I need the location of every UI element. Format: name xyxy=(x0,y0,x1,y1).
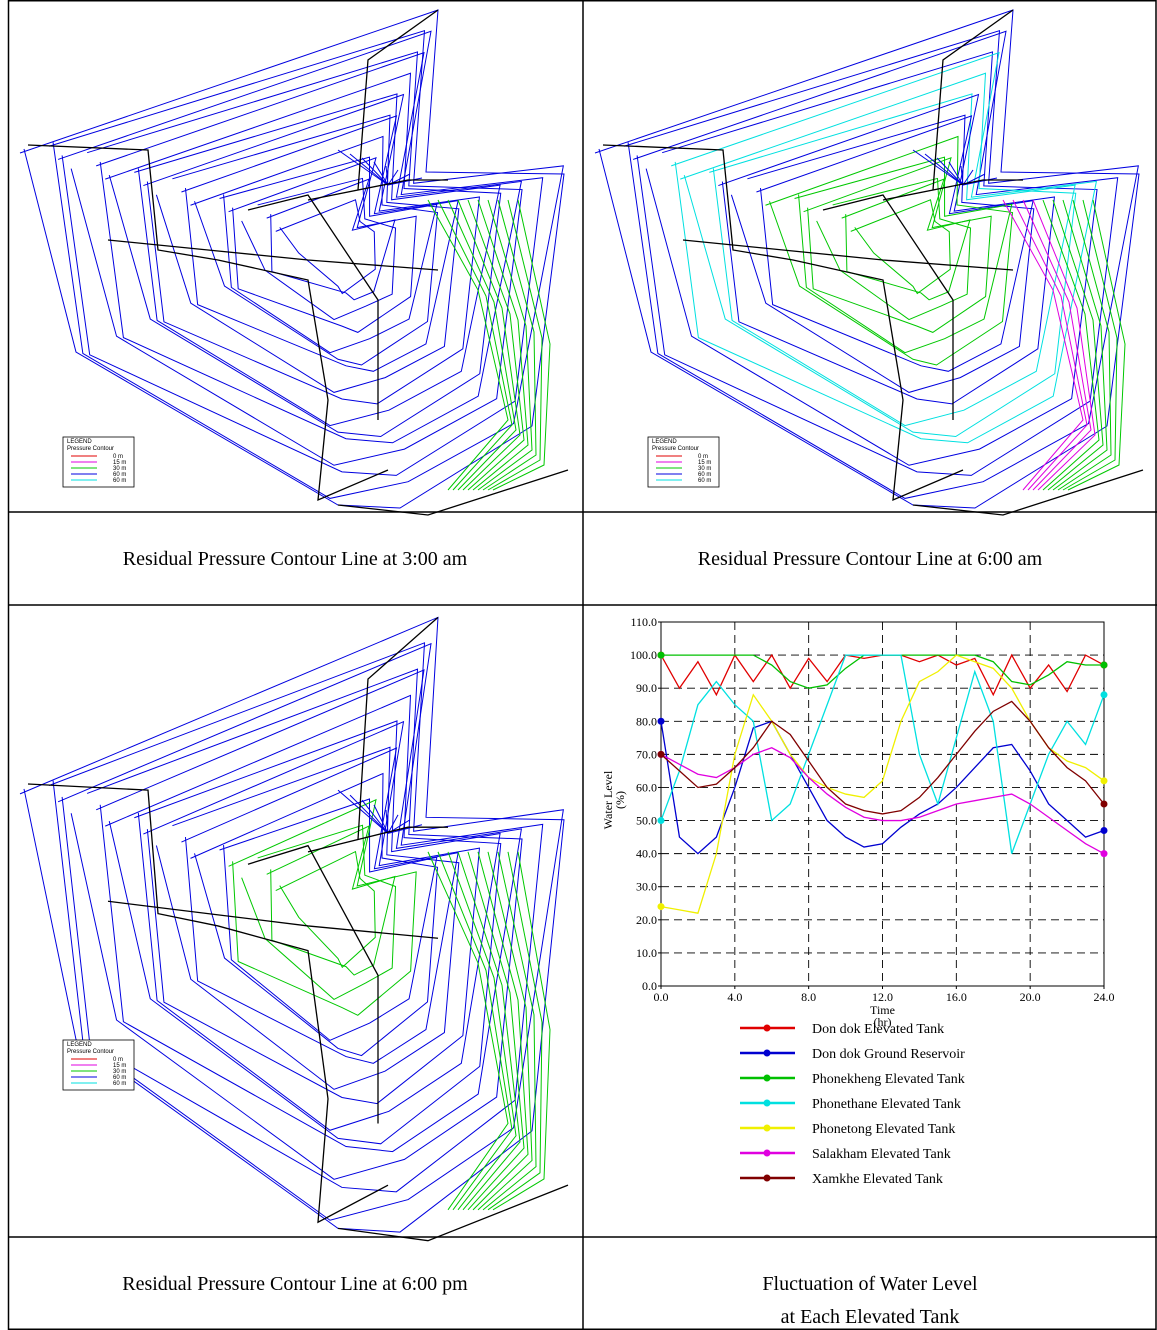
legend-marker xyxy=(764,1050,771,1057)
contour-line xyxy=(143,722,479,1104)
legend-marker xyxy=(764,1175,771,1182)
x-tick-label: 12.0 xyxy=(872,990,893,1004)
maps: LEGENDPressure Contour0 m15 m30 m60 m60 … xyxy=(20,10,1143,1241)
contour-line xyxy=(58,644,543,1192)
legend-label: Phonethane Elevated Tank xyxy=(812,1097,961,1112)
series-marker xyxy=(658,652,665,659)
caption: Fluctuation of Water Level xyxy=(762,1273,978,1295)
x-tick-label: 24.0 xyxy=(1094,990,1115,1004)
y-tick-label: 90.0 xyxy=(636,681,657,695)
contour-line xyxy=(49,31,563,499)
caption: Residual Pressure Contour Line at 6:00 p… xyxy=(122,1273,468,1295)
series-marker xyxy=(1101,777,1108,784)
map-legend-title: LEGEND xyxy=(652,439,677,445)
legend-marker xyxy=(764,1100,771,1107)
contour-line xyxy=(478,200,532,490)
y-tick-label: 80.0 xyxy=(636,714,657,728)
contour-line xyxy=(191,773,438,1055)
contour-line xyxy=(633,31,1118,475)
y-tick-label: 10.0 xyxy=(636,946,657,960)
series-marker xyxy=(658,817,665,824)
document: LEGENDPressure Contour0 m15 m30 m60 m60 … xyxy=(0,0,1157,1330)
series-marker xyxy=(1101,827,1108,834)
contour-line xyxy=(766,137,1013,366)
contour-line xyxy=(756,116,1033,371)
contour-line xyxy=(448,852,516,1210)
contour-line xyxy=(949,162,963,185)
legend-label: Phonekheng Elevated Tank xyxy=(812,1072,965,1087)
contour-line xyxy=(267,826,395,975)
contour-line xyxy=(851,200,951,294)
contour-line xyxy=(191,137,438,366)
x-tick-label: 4.0 xyxy=(727,990,742,1004)
contour-line xyxy=(842,179,970,300)
contour-line xyxy=(624,31,1138,499)
y-tick-label: 40.0 xyxy=(636,847,657,861)
legend-marker xyxy=(764,1025,771,1032)
contour-line xyxy=(276,200,376,294)
series-marker xyxy=(1101,801,1108,808)
y-tick-label: 100.0 xyxy=(630,648,657,662)
series-marker xyxy=(658,718,665,725)
x-tick-label: 16.0 xyxy=(946,990,967,1004)
contour-line xyxy=(478,852,532,1210)
map-legend-title: LEGEND xyxy=(67,1042,92,1048)
contour-line xyxy=(181,116,458,371)
legend-label: Phonetong Elevated Tank xyxy=(812,1122,955,1137)
y-tick-label: 50.0 xyxy=(636,814,657,828)
map-legend-subtitle: Pressure Contour xyxy=(67,1049,114,1055)
chart: 0.0 10.0 20.0 30.0 40.0 50.0 60.0 70.0 80.0 90.0 1… xyxy=(601,615,1115,1187)
contour-line xyxy=(374,162,388,185)
caption: Residual Pressure Contour Line at 3:00 a… xyxy=(123,548,468,570)
caption: at Each Elevated Tank xyxy=(781,1306,960,1328)
x-tick-label: 0.0 xyxy=(654,990,669,1004)
legend-marker xyxy=(764,1125,771,1132)
pipe-network xyxy=(28,784,388,1222)
y-tick-label: 60.0 xyxy=(636,780,657,794)
page: { "maps": [ {"legend": {"title": "LEGEND… xyxy=(0,0,1157,1330)
contour-map: LEGENDPressure Contour0 m15 m30 m60 m60 … xyxy=(595,10,1143,515)
contour-line xyxy=(1053,200,1107,490)
map-legend-label: 60 m xyxy=(698,478,711,484)
contour-line xyxy=(267,179,395,300)
map-legend-subtitle: Pressure Contour xyxy=(652,446,699,452)
legend-label: Don dok Ground Reservoir xyxy=(812,1047,965,1062)
series-marker xyxy=(1101,662,1108,669)
series-marker xyxy=(658,751,665,758)
map-legend-subtitle: Pressure Contour xyxy=(67,446,114,452)
y-tick-label: 70.0 xyxy=(636,747,657,761)
contour-line xyxy=(1023,200,1091,490)
contour-line xyxy=(448,200,516,490)
legend-label: Xamkhe Elevated Tank xyxy=(812,1172,943,1187)
y-tick-label: 20.0 xyxy=(636,913,657,927)
contour-line xyxy=(49,643,563,1220)
legend-marker xyxy=(764,1075,771,1082)
legend-label: Don dok Elevated Tank xyxy=(812,1022,944,1037)
contour-line xyxy=(181,748,458,1063)
series-marker xyxy=(658,903,665,910)
map-legend-title: LEGEND xyxy=(67,439,92,445)
series-marker xyxy=(1101,850,1108,857)
y-tick-label: 30.0 xyxy=(636,880,657,894)
x-tick-label: 20.0 xyxy=(1020,990,1041,1004)
contour-line xyxy=(374,805,388,833)
y-axis-label: (%) xyxy=(613,791,627,809)
contour-line xyxy=(276,852,376,968)
legend-marker xyxy=(764,1150,771,1157)
x-tick-label: 8.0 xyxy=(801,990,816,1004)
contour-line xyxy=(58,31,543,475)
map-legend-label: 60 m xyxy=(113,478,126,484)
y-tick-label: 110.0 xyxy=(630,615,657,629)
map-legend-label: 60 m xyxy=(113,1081,126,1087)
series-marker xyxy=(1101,691,1108,698)
caption: Residual Pressure Contour Line at 6:00 a… xyxy=(698,548,1043,570)
legend-label: Salakham Elevated Tank xyxy=(812,1147,951,1162)
